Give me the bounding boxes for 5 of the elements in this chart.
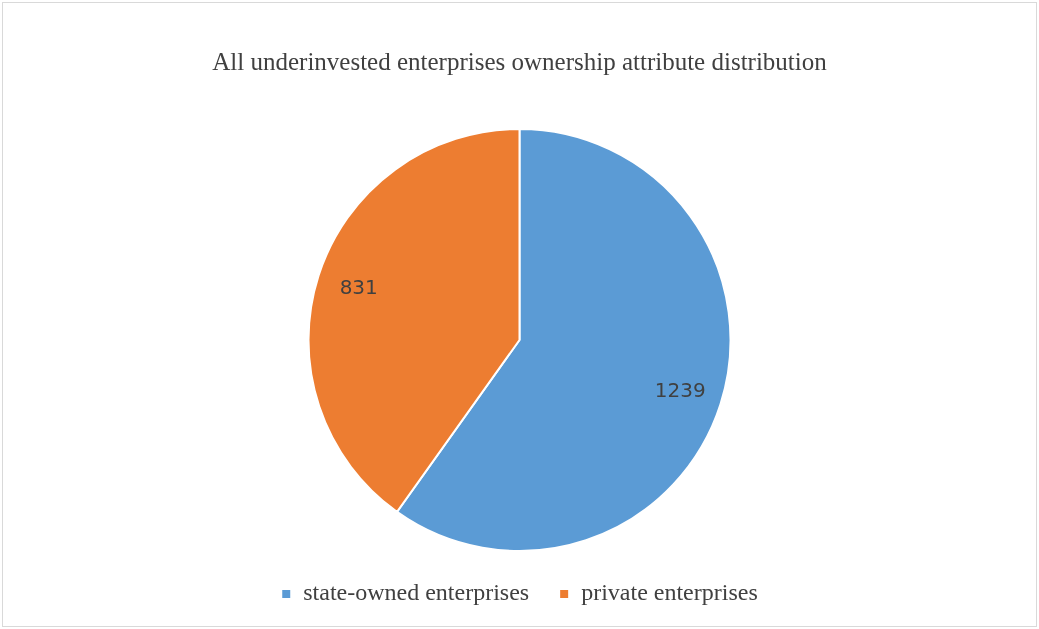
chart-title: All underinvested enterprises ownership attribute distribution [212,47,828,75]
legend-label: private enterprises [581,579,758,606]
data-label: 1239 [654,377,706,402]
legend-label: state-owned enterprises [303,579,530,606]
data-label: 831 [339,274,378,299]
